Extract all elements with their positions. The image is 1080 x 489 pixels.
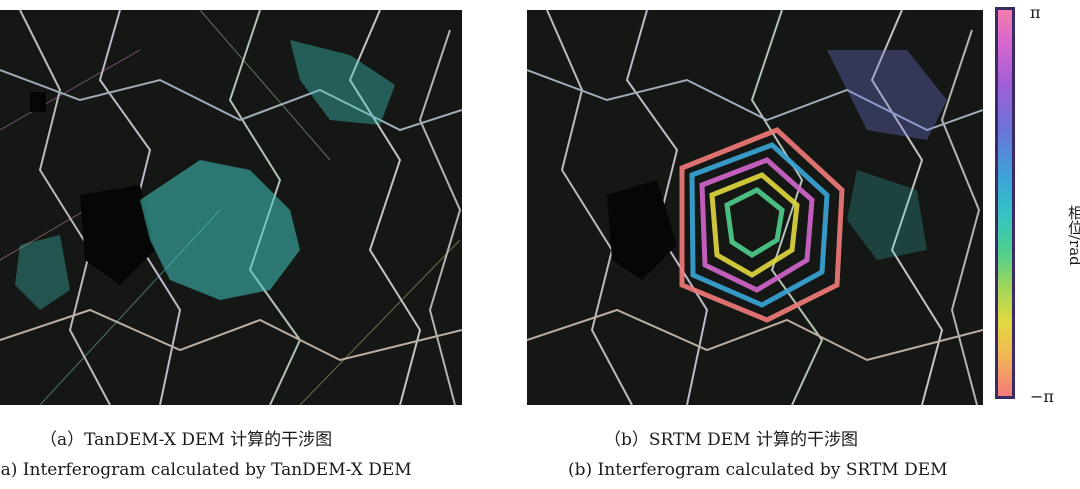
interferogram-image-a [0,10,462,405]
caption-a-chinese: （a）TanDEM-X DEM 计算的干涉图 [40,430,333,450]
caption-b-english: (b) Interferogram calculated by SRTM DEM [568,460,948,480]
caption-b-chinese: （b）SRTM DEM 计算的干涉图 [604,430,859,450]
interferogram-image-b [527,10,983,405]
colorbar-min-label: −π [1030,387,1054,406]
caption-a-english: (a) Interferogram calculated by TanDEM-X… [0,460,412,480]
colorbar-max-label: π [1030,3,1041,22]
colorbar-axis-label: 相位/rad [1066,205,1080,266]
phase-colorbar [995,7,1015,399]
